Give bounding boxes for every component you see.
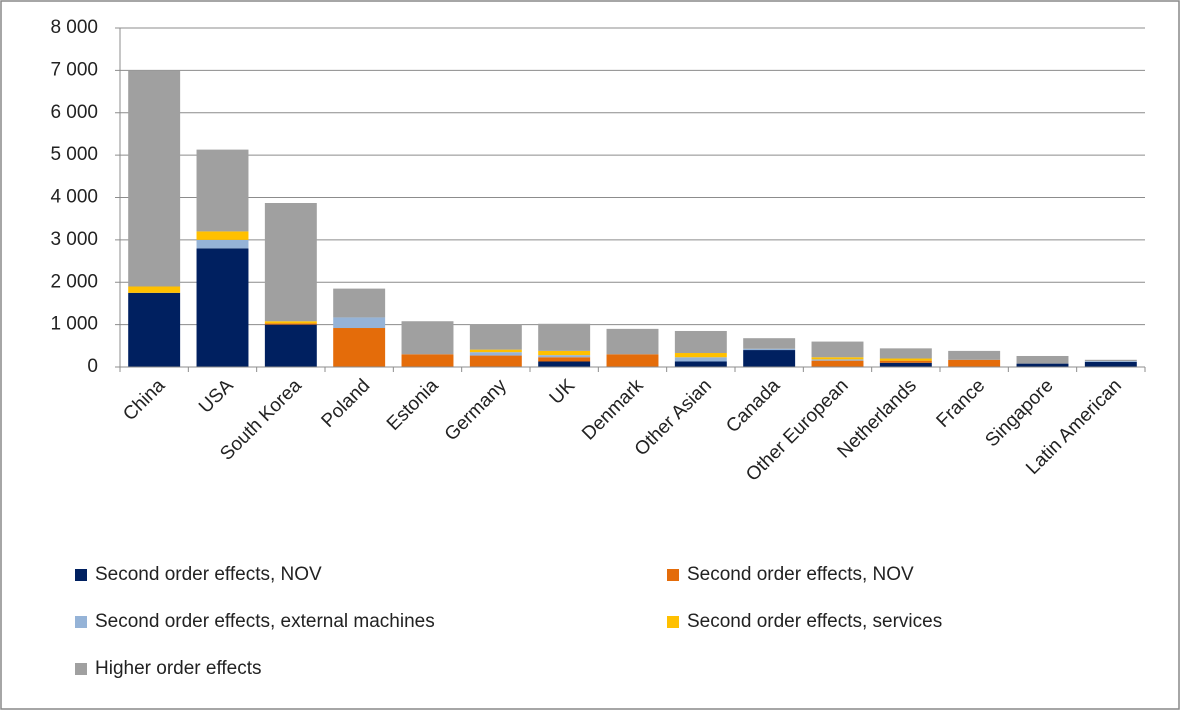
bar-segment bbox=[1016, 355, 1069, 364]
bar-segment bbox=[1084, 361, 1137, 367]
bar-segment bbox=[674, 330, 727, 354]
bar-segment bbox=[948, 359, 1001, 367]
bar-segment bbox=[743, 348, 796, 351]
bar-segment bbox=[811, 341, 864, 358]
y-tick-label: 8 000 bbox=[50, 17, 98, 38]
bar-segment bbox=[606, 328, 659, 355]
bar-segment bbox=[196, 149, 249, 232]
bar-segment bbox=[128, 292, 181, 367]
legend-label: Second order effects, services bbox=[687, 611, 942, 632]
bar-segment bbox=[811, 359, 864, 361]
y-tick-label: 0 bbox=[87, 356, 98, 377]
bar-segment bbox=[264, 203, 317, 322]
bar-segment bbox=[401, 321, 454, 355]
y-tick-label: 3 000 bbox=[50, 229, 98, 250]
bar-segment bbox=[743, 338, 796, 349]
bar-segment bbox=[538, 323, 591, 351]
bar-segment bbox=[469, 324, 522, 350]
legend-swatch bbox=[75, 663, 87, 675]
y-tick-label: 5 000 bbox=[50, 144, 98, 165]
bar-segment bbox=[879, 358, 932, 361]
legend-label: Higher order effects bbox=[95, 658, 262, 679]
bar-segment bbox=[674, 353, 727, 358]
bar-segment bbox=[674, 361, 727, 367]
bar-segment bbox=[879, 362, 932, 367]
bar-segment bbox=[538, 350, 591, 356]
bar-segment bbox=[469, 355, 522, 367]
y-tick-label: 1 000 bbox=[50, 314, 98, 335]
bar-segment bbox=[811, 357, 864, 360]
y-tick-label: 4 000 bbox=[50, 187, 98, 208]
y-tick-label: 2 000 bbox=[50, 271, 98, 292]
legend-swatch bbox=[667, 569, 679, 581]
legend-label: Second order effects, NOV bbox=[95, 564, 322, 585]
bar-segment bbox=[196, 239, 249, 249]
bar-segment bbox=[1084, 359, 1137, 362]
bar-segment bbox=[538, 357, 591, 362]
bar-segment bbox=[606, 354, 659, 367]
bar-segment bbox=[333, 288, 386, 318]
bar-segment bbox=[264, 321, 317, 324]
bar-segment bbox=[264, 324, 317, 367]
bar-segment bbox=[811, 360, 864, 367]
bar-segment bbox=[1084, 361, 1137, 362]
legend-label: Second order effects, external machines bbox=[95, 611, 435, 632]
legend-label: Second order effects, NOV bbox=[687, 564, 914, 585]
y-tick-label: 7 000 bbox=[50, 59, 98, 80]
legend-swatch bbox=[75, 616, 87, 628]
bar-segment bbox=[538, 361, 591, 367]
bar-segment bbox=[196, 231, 249, 240]
bar-segment bbox=[196, 248, 249, 367]
bar-segment bbox=[401, 354, 454, 367]
bar-segment bbox=[674, 357, 727, 362]
bar-segment bbox=[469, 349, 522, 353]
bar-segment bbox=[333, 317, 386, 329]
bar-segment bbox=[879, 360, 932, 363]
bar-segment bbox=[948, 350, 1001, 360]
legend-swatch bbox=[75, 569, 87, 581]
legend-swatch bbox=[667, 616, 679, 628]
bar-segment bbox=[879, 348, 932, 359]
bar-segment bbox=[128, 70, 181, 287]
bar-segment bbox=[469, 352, 522, 356]
bar-segment bbox=[538, 355, 591, 358]
bar-segment bbox=[264, 323, 317, 325]
bar-segment bbox=[128, 286, 181, 293]
y-tick-label: 6 000 bbox=[50, 102, 98, 123]
bar-segment bbox=[743, 350, 796, 367]
bar-segment bbox=[333, 328, 386, 367]
bar-segment bbox=[1016, 363, 1069, 367]
